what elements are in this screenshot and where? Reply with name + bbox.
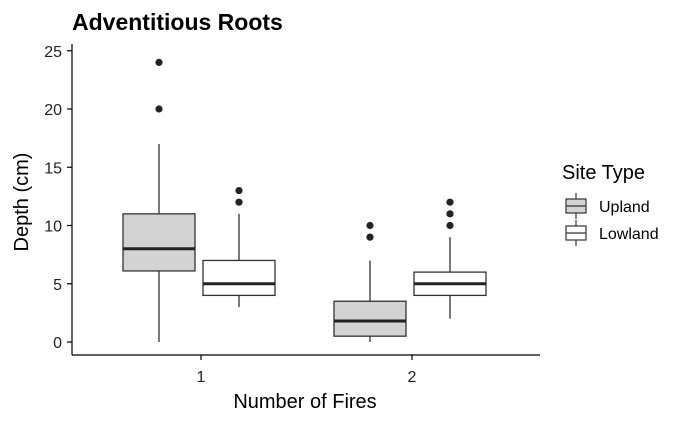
- outlier-point: [446, 210, 454, 218]
- y-axis-label: Depth (cm): [11, 153, 33, 252]
- box-upland-2: [333, 221, 407, 342]
- outlier-point: [235, 186, 243, 195]
- box-lowland-1: [202, 186, 276, 308]
- legend-item-upland: Upland: [565, 193, 650, 219]
- outlier-point: [366, 233, 374, 241]
- legend-label: Upland: [599, 199, 650, 216]
- y-tick-label: 25: [44, 44, 62, 61]
- outlier-point: [155, 105, 163, 113]
- box-lowland-2: [413, 198, 487, 319]
- outlier-point: [446, 198, 454, 206]
- y-axis-ticks: 0 5 10 15 20 25: [44, 44, 72, 352]
- outlier-point: [446, 221, 454, 230]
- legend-label: Lowland: [599, 226, 659, 243]
- outlier-point: [155, 58, 163, 66]
- outlier-point: [366, 221, 374, 230]
- legend-item-lowland: Lowland: [565, 220, 659, 246]
- box-iqr: [202, 259, 276, 297]
- outlier-point: [235, 198, 243, 206]
- x-axis-label: Number of Fires: [233, 391, 376, 413]
- legend-title: Site Type: [562, 162, 645, 184]
- y-tick-label: 10: [44, 219, 62, 236]
- chart-title: Adventitious Roots: [72, 9, 283, 35]
- plot-area: [122, 58, 487, 342]
- y-tick-label: 0: [53, 335, 62, 352]
- y-tick-label: 15: [44, 160, 62, 177]
- box-iqr: [333, 300, 407, 337]
- y-tick-label: 20: [44, 102, 62, 119]
- y-tick-label: 5: [53, 277, 62, 294]
- legend: Site Type Upland Lowland: [562, 162, 659, 246]
- box-iqr: [122, 213, 196, 272]
- box-upland-1: [122, 58, 196, 342]
- x-tick-label: 1: [197, 369, 206, 386]
- x-tick-label: 2: [408, 369, 417, 386]
